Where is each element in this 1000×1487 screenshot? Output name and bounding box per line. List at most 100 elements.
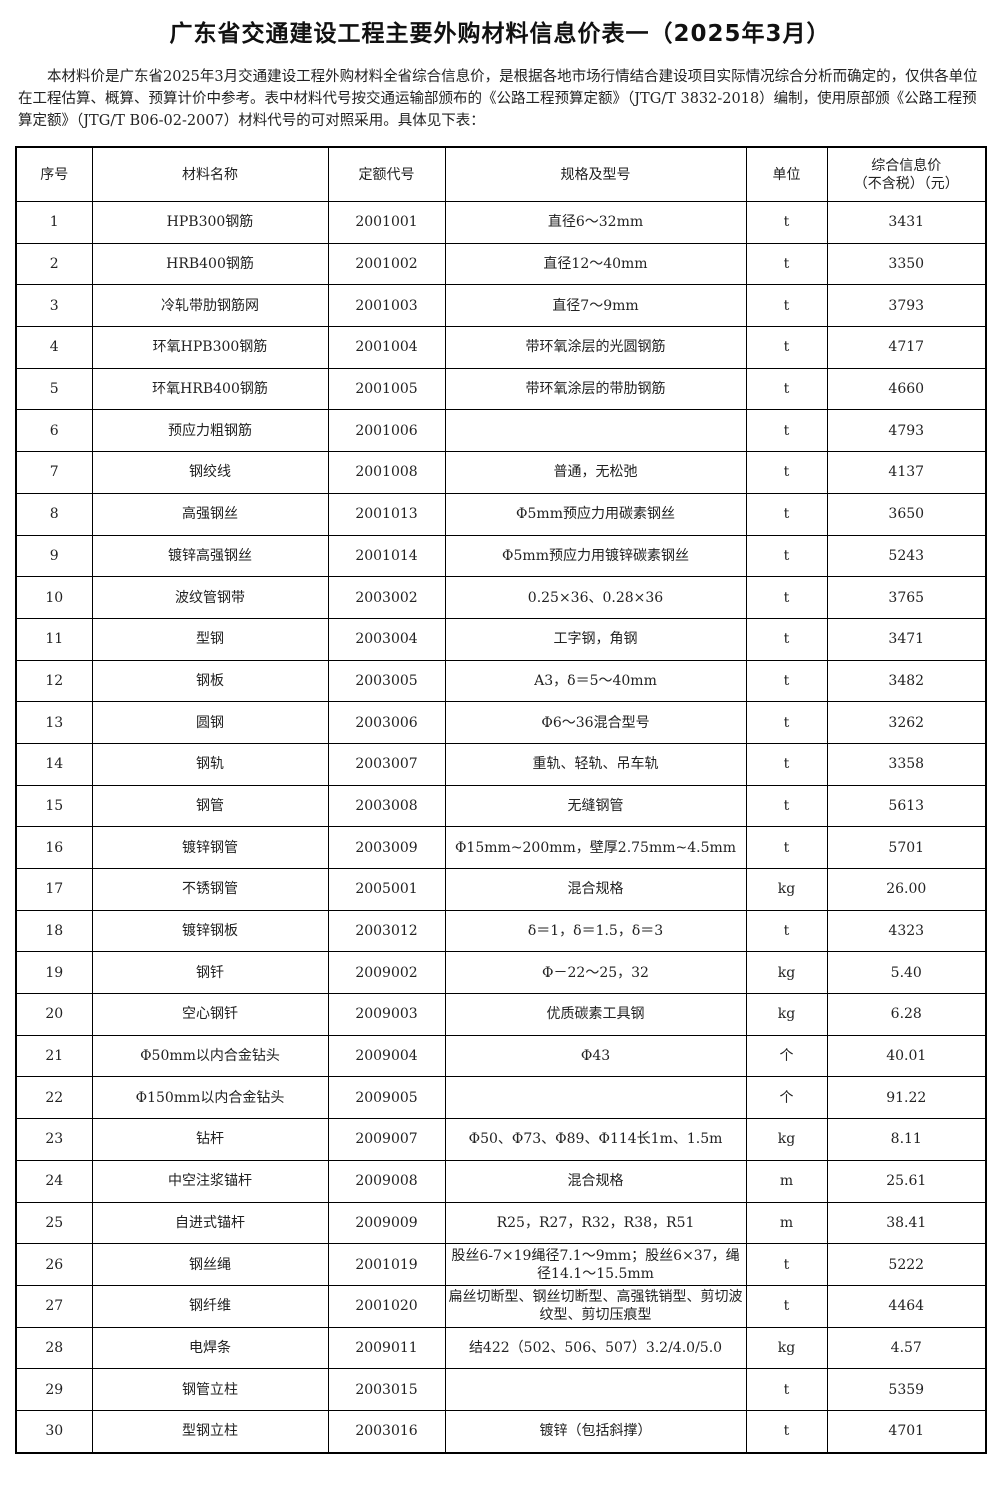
header-unit: 单位 [745, 146, 828, 202]
table-header-row: 序号 材料名称 定额代号 规格及型号 单位 综合信息价 （不含税）（元） [15, 146, 987, 202]
cell-index: 23 [15, 1118, 93, 1161]
page-title: 广东省交通建设工程主要外购材料信息价表一（2025年3月） [169, 21, 831, 47]
cell-code: 2003007 [327, 742, 446, 786]
cell-unit: t [745, 1409, 828, 1454]
cell-code: 2001003 [327, 284, 446, 328]
cell-spec: 直径6～32mm [444, 201, 747, 244]
cell-code: 2001020 [327, 1284, 446, 1328]
cell-spec: 混合规格 [444, 868, 747, 911]
table-row: 3 冷轧带肋钢筋网 2001003 直径7～9mm t 3793 [15, 284, 987, 328]
table-row: 11 型钢 2003004 工字钢，角钢 t 3471 [15, 617, 987, 661]
cell-unit: t [745, 492, 828, 536]
header-price: 综合信息价 （不含税）（元） [826, 146, 987, 202]
cell-material-name: 型钢立柱 [91, 1409, 329, 1454]
cell-material-name: 圆钢 [91, 701, 329, 744]
cell-index: 6 [15, 409, 93, 453]
table-row: 18 镀锌钢板 2003012 δ＝1，δ＝1.5，δ＝3 t 4323 [15, 909, 987, 953]
cell-spec: 直径7～9mm [444, 284, 747, 328]
cell-unit: t [745, 576, 828, 619]
intro-paragraph: 本材料价是广东省2025年3月交通建设工程外购材料全省综合信息价，是根据各地市场… [18, 69, 978, 129]
cell-unit: kg [745, 993, 828, 1036]
cell-code: 2001019 [327, 1243, 446, 1286]
table-row: 5 环氧HRB400钢筋 2001005 带环氧涂层的带肋钢筋 t 4660 [15, 367, 987, 411]
table-row: 2 HRB400钢筋 2001002 直径12～40mm t 3350 [15, 242, 987, 286]
cell-price: 5222 [826, 1243, 987, 1286]
cell-index: 1 [15, 201, 93, 244]
cell-spec: A3，δ＝5～40mm [444, 659, 747, 703]
table-row: 24 中空注浆锚杆 2009008 混合规格 m 25.61 [15, 1159, 987, 1203]
table-row: 23 钻杆 2009007 Φ50、Φ73、Φ89、Φ114长1m、1.5m kg 8.1… [15, 1118, 987, 1161]
cell-unit: t [745, 742, 828, 786]
header-price-label: 综合信息价 [871, 157, 942, 174]
cell-material-name: 自进式锚杆 [91, 1201, 329, 1245]
cell-material-name: 预应力粗钢筋 [91, 409, 329, 453]
cell-spec: 混合规格 [444, 1159, 747, 1203]
cell-spec: 工字钢，角钢 [444, 617, 747, 661]
table-row: 17 不锈钢管 2005001 混合规格 kg 26.00 [15, 868, 987, 911]
cell-code: 2003002 [327, 576, 446, 619]
cell-index: 28 [15, 1326, 93, 1370]
cell-spec: 带环氧涂层的光圆钢筋 [444, 326, 747, 369]
cell-spec: 扁丝切断型、钢丝切断型、高强铣销型、剪切波纹型、剪切压痕型 [444, 1284, 747, 1328]
table-row: 12 钢板 2003005 A3，δ＝5～40mm t 3482 [15, 659, 987, 703]
cell-index: 18 [15, 909, 93, 953]
cell-material-name: 钢纤维 [91, 1284, 329, 1328]
cell-code: 2009002 [327, 951, 446, 995]
cell-price: 3350 [826, 242, 987, 286]
cell-price: 6.28 [826, 993, 987, 1036]
cell-code: 2003008 [327, 784, 446, 828]
cell-index: 25 [15, 1201, 93, 1245]
cell-material-name: 镀锌钢板 [91, 909, 329, 953]
cell-spec: 0.25×36、0.28×36 [444, 576, 747, 619]
table-row: 21 Φ50mm以内合金钻头 2009004 Φ43 个 40.01 [15, 1034, 987, 1078]
cell-material-name: 镀锌高强钢丝 [91, 534, 329, 578]
cell-unit: t [745, 784, 828, 828]
table-row: 25 自进式锚杆 2009009 R25，R27，R32，R38，R51 m 38.41 [15, 1201, 987, 1245]
cell-index: 14 [15, 742, 93, 786]
cell-code: 2009004 [327, 1034, 446, 1078]
table-row: 13 圆钢 2003006 Φ6～36混合型号 t 3262 [15, 701, 987, 744]
table-row: 10 波纹管钢带 2003002 0.25×36、0.28×36 t 3765 [15, 576, 987, 619]
cell-code: 2001014 [327, 534, 446, 578]
cell-unit: t [745, 701, 828, 744]
cell-material-name: 钻杆 [91, 1118, 329, 1161]
table-row: 6 预应力粗钢筋 2001006 t 4793 [15, 409, 987, 453]
cell-price: 8.11 [826, 1118, 987, 1161]
cell-unit: m [745, 1159, 828, 1203]
table-row: 29 钢管立柱 2003015 t 5359 [15, 1368, 987, 1411]
cell-price: 3471 [826, 617, 987, 661]
table-row: 19 钢钎 2009002 Φ－22～25，32 kg 5.40 [15, 951, 987, 995]
table-row: 30 型钢立柱 2003016 镀锌（包括斜撑） t 4701 [15, 1409, 987, 1454]
cell-price: 4.57 [826, 1326, 987, 1370]
cell-material-name: 钢板 [91, 659, 329, 703]
table-row: 16 镀锌钢管 2003009 Φ15mm~200mm，壁厚2.75mm~4.5mm t… [15, 826, 987, 869]
cell-index: 29 [15, 1368, 93, 1411]
cell-spec: 无缝钢管 [444, 784, 747, 828]
cell-material-name: 钢钎 [91, 951, 329, 995]
cell-spec: Φ43 [444, 1034, 747, 1078]
cell-material-name: 钢绞线 [91, 451, 329, 494]
cell-index: 5 [15, 367, 93, 411]
cell-code: 2009011 [327, 1326, 446, 1370]
cell-unit: t [745, 909, 828, 953]
cell-spec: 直径12～40mm [444, 242, 747, 286]
cell-code: 2009003 [327, 993, 446, 1036]
cell-unit: 个 [745, 1034, 828, 1078]
cell-index: 9 [15, 534, 93, 578]
cell-price: 5.40 [826, 951, 987, 995]
cell-material-name: 波纹管钢带 [91, 576, 329, 619]
cell-unit: t [745, 367, 828, 411]
cell-index: 24 [15, 1159, 93, 1203]
cell-price: 3765 [826, 576, 987, 619]
cell-index: 3 [15, 284, 93, 328]
cell-spec: 优质碳素工具钢 [444, 993, 747, 1036]
cell-material-name: 钢管立柱 [91, 1368, 329, 1411]
header-index: 序号 [15, 146, 93, 202]
cell-index: 27 [15, 1284, 93, 1328]
cell-spec: Φ15mm~200mm，壁厚2.75mm~4.5mm [444, 826, 747, 869]
cell-spec: δ＝1，δ＝1.5，δ＝3 [444, 909, 747, 953]
cell-price: 4701 [826, 1409, 987, 1454]
cell-price: 5701 [826, 826, 987, 869]
cell-material-name: HPB300钢筋 [91, 201, 329, 244]
cell-index: 7 [15, 451, 93, 494]
